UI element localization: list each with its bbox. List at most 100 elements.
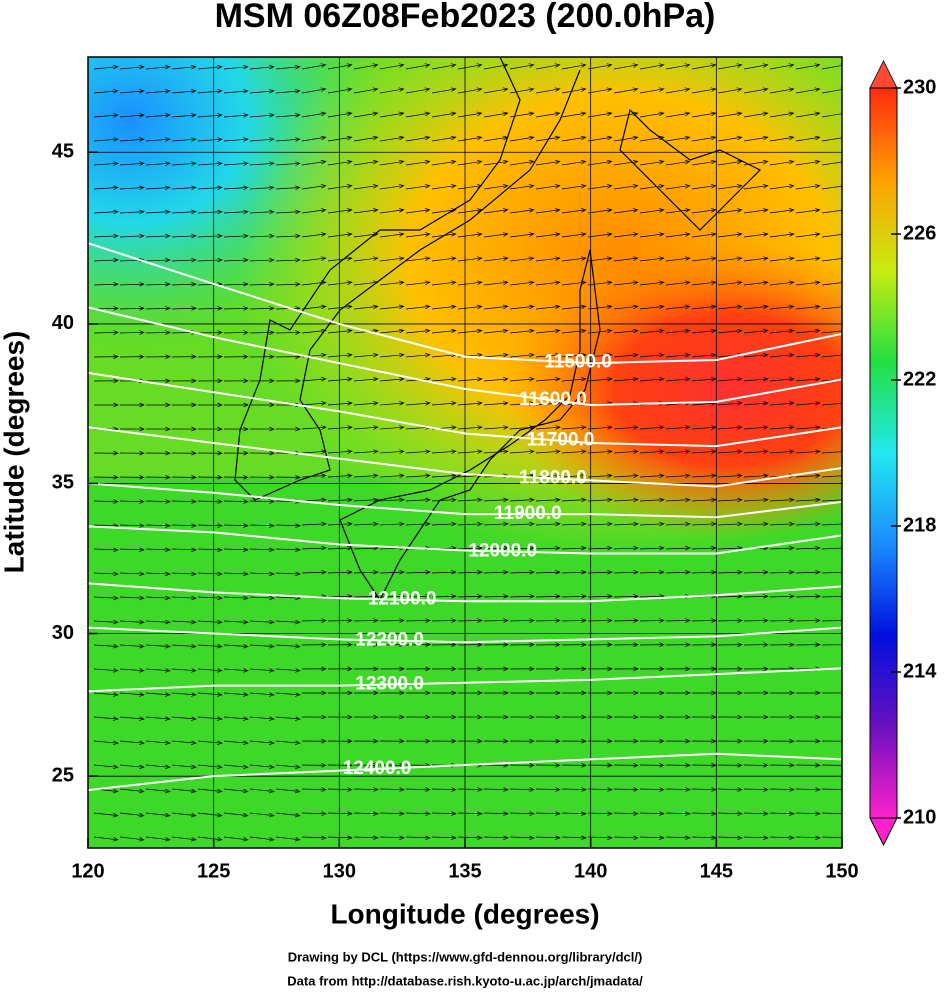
wind-arrow — [223, 475, 249, 480]
wind-arrow — [587, 87, 613, 94]
wind-arrow — [535, 256, 561, 262]
wind-arrow — [275, 740, 301, 746]
wind-arrow — [431, 738, 457, 744]
wind-arrow — [171, 161, 197, 166]
wind-arrow — [457, 787, 483, 792]
wind-arrow — [483, 714, 509, 720]
wind-arrow — [93, 740, 119, 746]
wind-arrow — [431, 401, 457, 406]
wind-arrow — [249, 836, 275, 842]
wind-arrow — [145, 113, 171, 118]
wind-arrow — [353, 787, 379, 792]
wind-arrow — [639, 570, 665, 575]
wind-arrow — [483, 87, 509, 94]
wind-arrow — [743, 401, 769, 406]
wind-arrow — [509, 545, 535, 551]
wind-arrow — [613, 738, 639, 744]
wind-arrow — [795, 401, 821, 406]
wind-arrow — [665, 328, 691, 334]
wind-arrow — [197, 668, 223, 673]
wind-arrow — [249, 113, 275, 118]
wind-arrow — [301, 208, 327, 214]
contour-line — [88, 582, 842, 603]
wind-arrow — [795, 280, 821, 286]
wind-arrow — [275, 330, 301, 335]
wind-arrow — [795, 763, 821, 768]
wind-arrow — [405, 570, 431, 575]
wind-arrow — [171, 185, 197, 191]
wind-arrow — [483, 401, 509, 406]
wind-arrow — [119, 282, 145, 287]
wind-arrow — [795, 183, 821, 190]
wind-arrow — [119, 788, 145, 794]
wind-arrow — [275, 233, 301, 239]
wind-arrow — [639, 111, 665, 118]
wind-arrow — [509, 328, 535, 334]
wind-arrow — [379, 352, 405, 358]
wind-arrow — [509, 594, 535, 599]
wind-arrow — [587, 642, 613, 647]
colorbar-tick-label: 218 — [903, 514, 936, 536]
wind-arrow — [483, 232, 509, 238]
wind-arrow — [249, 812, 275, 818]
wind-arrow — [483, 690, 509, 696]
wind-arrow — [171, 137, 197, 142]
wind-arrow — [561, 763, 587, 768]
wind-arrow — [665, 376, 691, 382]
wind-arrow — [93, 668, 119, 673]
wind-arrow — [535, 63, 561, 70]
wind-arrow — [301, 328, 327, 334]
wind-arrow — [769, 304, 795, 310]
wind-arrow — [613, 497, 639, 503]
wind-arrow — [639, 280, 665, 286]
wind-arrow — [483, 208, 509, 214]
wind-arrow — [535, 87, 561, 94]
wind-arrow — [301, 183, 327, 190]
wind-arrow — [613, 618, 639, 623]
wind-arrow — [249, 257, 275, 263]
wind-arrow — [353, 618, 379, 623]
wind-arrow — [743, 835, 769, 840]
colorbar-tick-label: 210 — [903, 806, 936, 828]
wind-arrow — [509, 666, 535, 672]
wind-arrow — [769, 352, 795, 358]
wind-arrow — [197, 426, 223, 432]
wind-arrow — [717, 159, 743, 166]
wind-arrow — [587, 738, 613, 744]
wind-arrow — [119, 88, 145, 94]
wind-arrow — [639, 690, 665, 696]
wind-arrow — [483, 183, 509, 190]
wind-arrow — [119, 426, 145, 432]
colorbar: 210 214 218 222 226 230 — [869, 59, 937, 847]
wind-arrow — [665, 111, 691, 118]
wind-arrow — [223, 523, 249, 528]
wind-arrow — [353, 63, 379, 70]
wind-arrow — [483, 521, 509, 527]
wind-arrow — [795, 690, 821, 696]
wind-arrow — [431, 256, 457, 262]
wind-arrow — [93, 619, 119, 625]
wind-arrow — [665, 449, 691, 454]
contour-line — [88, 525, 842, 555]
wind-arrow — [327, 473, 353, 479]
wind-arrow — [561, 232, 587, 238]
wind-arrow — [509, 449, 535, 454]
wind-arrow — [249, 547, 275, 552]
coastline — [234, 57, 581, 501]
wind-arrow — [509, 159, 535, 166]
wind-arrow — [717, 135, 743, 142]
wind-arrow — [145, 716, 171, 721]
wind-arrow — [665, 690, 691, 696]
wind-arrow — [509, 738, 535, 744]
wind-arrow — [587, 376, 613, 382]
wind-arrow — [587, 714, 613, 720]
wind-arrow — [301, 787, 327, 792]
wind-arrow — [405, 594, 431, 599]
wind-arrow — [171, 571, 197, 577]
wind-arrow — [613, 835, 639, 840]
wind-arrow — [665, 521, 691, 527]
wind-arrow — [223, 788, 249, 794]
wind-arrow — [509, 111, 535, 118]
wind-arrow — [717, 497, 743, 503]
wind-arrow — [665, 135, 691, 142]
